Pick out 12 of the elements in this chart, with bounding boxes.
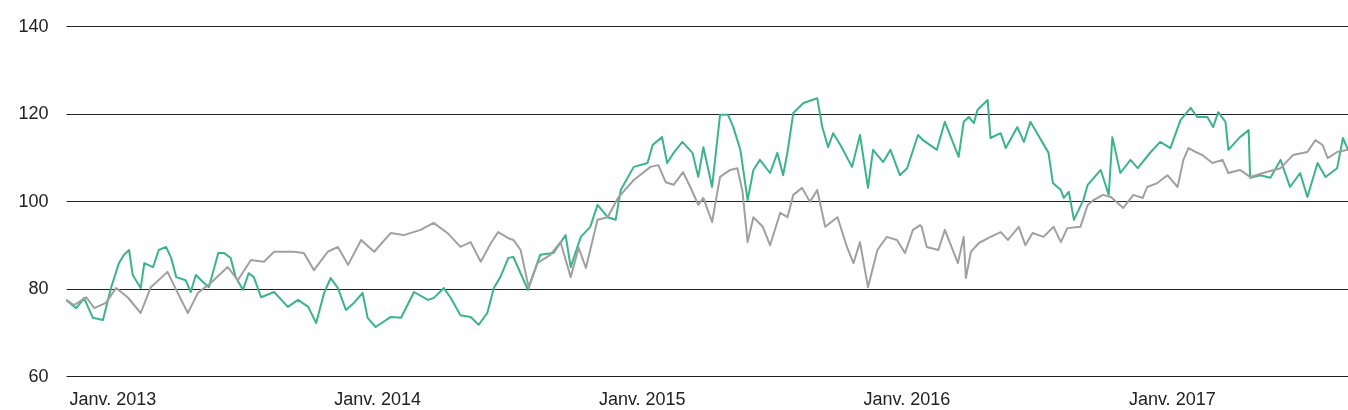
x-tick-label: Janv. 2017: [1128, 388, 1216, 409]
line-series: [66, 139, 1348, 314]
y-tick-label: 80: [28, 278, 49, 298]
y-tick-label: 120: [18, 103, 49, 123]
line-series: [66, 97, 1348, 328]
y-tick-label: 140: [18, 15, 49, 36]
y-tick-label: 60: [28, 365, 49, 386]
y-tick-label: 100: [18, 190, 49, 211]
x-tick-label: Janv. 2015: [598, 388, 686, 409]
x-tick-label: Janv. 2014: [334, 388, 421, 409]
x-tick-label: Janv. 2016: [863, 388, 951, 409]
x-tick-label: Janv. 2013: [69, 388, 157, 409]
